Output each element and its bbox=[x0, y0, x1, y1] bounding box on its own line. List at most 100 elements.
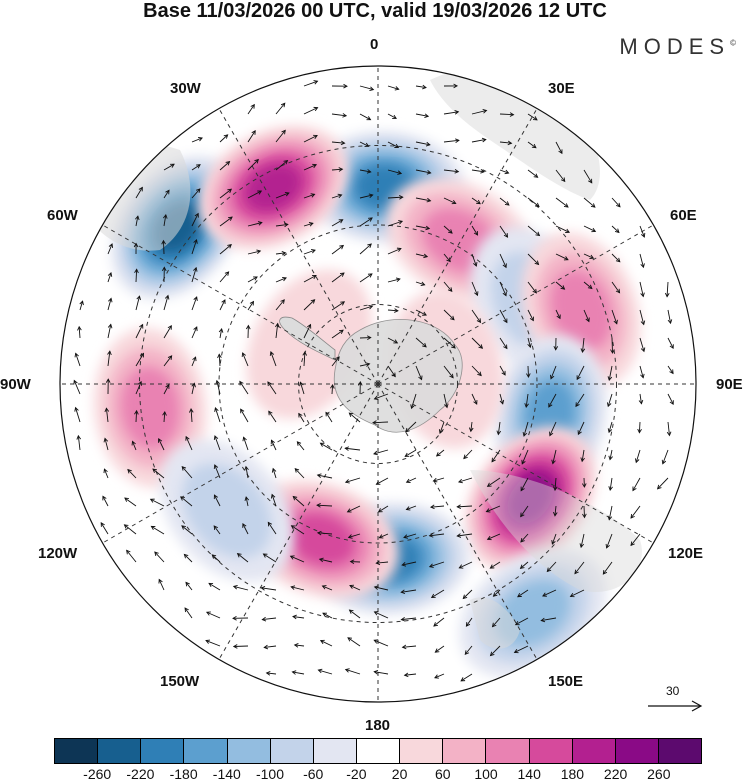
wind-arrow bbox=[359, 362, 371, 367]
wind-arrow bbox=[428, 561, 445, 568]
wind-arrow bbox=[244, 465, 249, 479]
wind-arrow bbox=[217, 353, 222, 367]
wind-arrow bbox=[163, 189, 170, 199]
wind-arrow bbox=[415, 309, 427, 316]
wind-arrow bbox=[387, 113, 397, 119]
wind-arrow bbox=[434, 673, 445, 679]
wind-arrow bbox=[205, 639, 221, 647]
wind-arrow bbox=[185, 581, 193, 591]
wind-arrow bbox=[496, 421, 502, 436]
wind-arrow bbox=[275, 129, 286, 143]
wind-arrow bbox=[299, 381, 305, 395]
wind-arrow bbox=[555, 253, 569, 261]
wind-arrow bbox=[247, 276, 258, 283]
wind-arrow bbox=[387, 365, 396, 378]
colorbar-ticks: -260 -220 -180 -140 -100 -60 -20 20 60 100 140 180 2… bbox=[54, 766, 702, 783]
wind-arrow bbox=[527, 197, 540, 208]
wind-arrow bbox=[303, 80, 319, 87]
wind-arrow bbox=[74, 352, 81, 367]
wind-arrow bbox=[611, 281, 621, 294]
wind-arrow bbox=[373, 639, 389, 647]
lon-label-150e: 150E bbox=[548, 673, 584, 690]
wind-arrow bbox=[415, 169, 432, 175]
wind-arrow bbox=[322, 612, 333, 619]
wind-arrow bbox=[107, 297, 113, 311]
wind-arrow bbox=[158, 578, 165, 591]
graticule bbox=[60, 66, 696, 702]
colorbar-swatch bbox=[572, 739, 616, 763]
colorbar-tick-label: -220 bbox=[126, 766, 155, 782]
wind-arrow bbox=[102, 495, 109, 507]
wind-arrow bbox=[208, 582, 221, 591]
wind-arrow bbox=[152, 468, 165, 479]
wind-arrow bbox=[551, 449, 557, 465]
colorbar-tick-label: -260 bbox=[83, 766, 112, 782]
wind-arrow bbox=[163, 294, 170, 311]
wind-arrow bbox=[527, 141, 537, 149]
wind-arrow bbox=[316, 530, 333, 536]
wind-arrow bbox=[373, 611, 389, 619]
wind-arrow bbox=[331, 272, 345, 283]
wind-arrow bbox=[331, 244, 345, 255]
wind-arrow bbox=[191, 137, 203, 143]
wind-arrow bbox=[134, 268, 139, 283]
wind-arrow bbox=[377, 505, 389, 513]
wind-arrow bbox=[602, 561, 613, 575]
wind-arrow bbox=[275, 192, 290, 199]
wind-arrow bbox=[319, 639, 333, 647]
wind-arrow bbox=[443, 197, 457, 205]
wind-arrow bbox=[607, 505, 613, 521]
colorbar-tick-label: 140 bbox=[517, 766, 541, 782]
wind-arrow bbox=[289, 555, 305, 563]
wind-arrow bbox=[443, 393, 449, 409]
wind-arrow bbox=[401, 561, 417, 567]
wind-arrow bbox=[268, 410, 277, 423]
wind-arrow bbox=[583, 309, 590, 323]
colorbar-tick-label: 180 bbox=[560, 766, 585, 782]
wind-arrow bbox=[606, 393, 613, 408]
wind-arrow bbox=[580, 449, 585, 463]
wind-arrow bbox=[471, 137, 487, 143]
wind-arrow bbox=[267, 381, 277, 395]
colorbar-tick-label: 260 bbox=[647, 766, 671, 782]
wind-arrow bbox=[491, 617, 501, 628]
wind-arrow bbox=[499, 140, 513, 146]
wind-arrow bbox=[468, 421, 474, 433]
wind-arrow bbox=[429, 504, 445, 510]
wind-arrow bbox=[154, 551, 165, 563]
wind-arrow bbox=[521, 449, 529, 465]
wind-arrow bbox=[387, 195, 404, 200]
wind-arrow bbox=[150, 525, 165, 535]
wind-arrow bbox=[491, 449, 501, 463]
wind-arrow bbox=[245, 324, 251, 339]
wind-arrow bbox=[471, 365, 482, 377]
wind-arrow bbox=[522, 421, 529, 437]
colorbar-swatch bbox=[443, 739, 487, 763]
wind-arrow bbox=[499, 225, 509, 238]
wind-arrow bbox=[218, 327, 224, 339]
meridian-line bbox=[102, 224, 379, 385]
wind-arrow bbox=[471, 169, 486, 174]
wind-arrow bbox=[471, 281, 479, 297]
anomaly-contour bbox=[245, 163, 302, 212]
wind-arrow bbox=[241, 352, 249, 367]
wind-arrow bbox=[456, 504, 473, 509]
wind-arrow bbox=[213, 464, 221, 479]
wind-arrow bbox=[549, 421, 557, 437]
wind-arrow bbox=[183, 553, 193, 563]
wind-arrow bbox=[191, 356, 197, 367]
wind-arrow bbox=[373, 669, 389, 675]
wind-arrow bbox=[552, 477, 558, 492]
wind-arrow bbox=[527, 337, 532, 349]
wind-arrow bbox=[667, 337, 674, 350]
wind-arrow bbox=[583, 253, 595, 260]
colorbar-tick-label: -180 bbox=[169, 766, 198, 782]
south-america-land bbox=[80, 143, 191, 251]
wind-arrow bbox=[492, 589, 501, 597]
wind-arrow bbox=[261, 616, 277, 622]
wind-arrow bbox=[499, 393, 505, 405]
wind-arrow bbox=[471, 309, 482, 324]
lon-label-0: 0 bbox=[370, 36, 379, 53]
wind-arrow bbox=[107, 243, 114, 255]
lon-label-30e: 30E bbox=[548, 80, 575, 97]
